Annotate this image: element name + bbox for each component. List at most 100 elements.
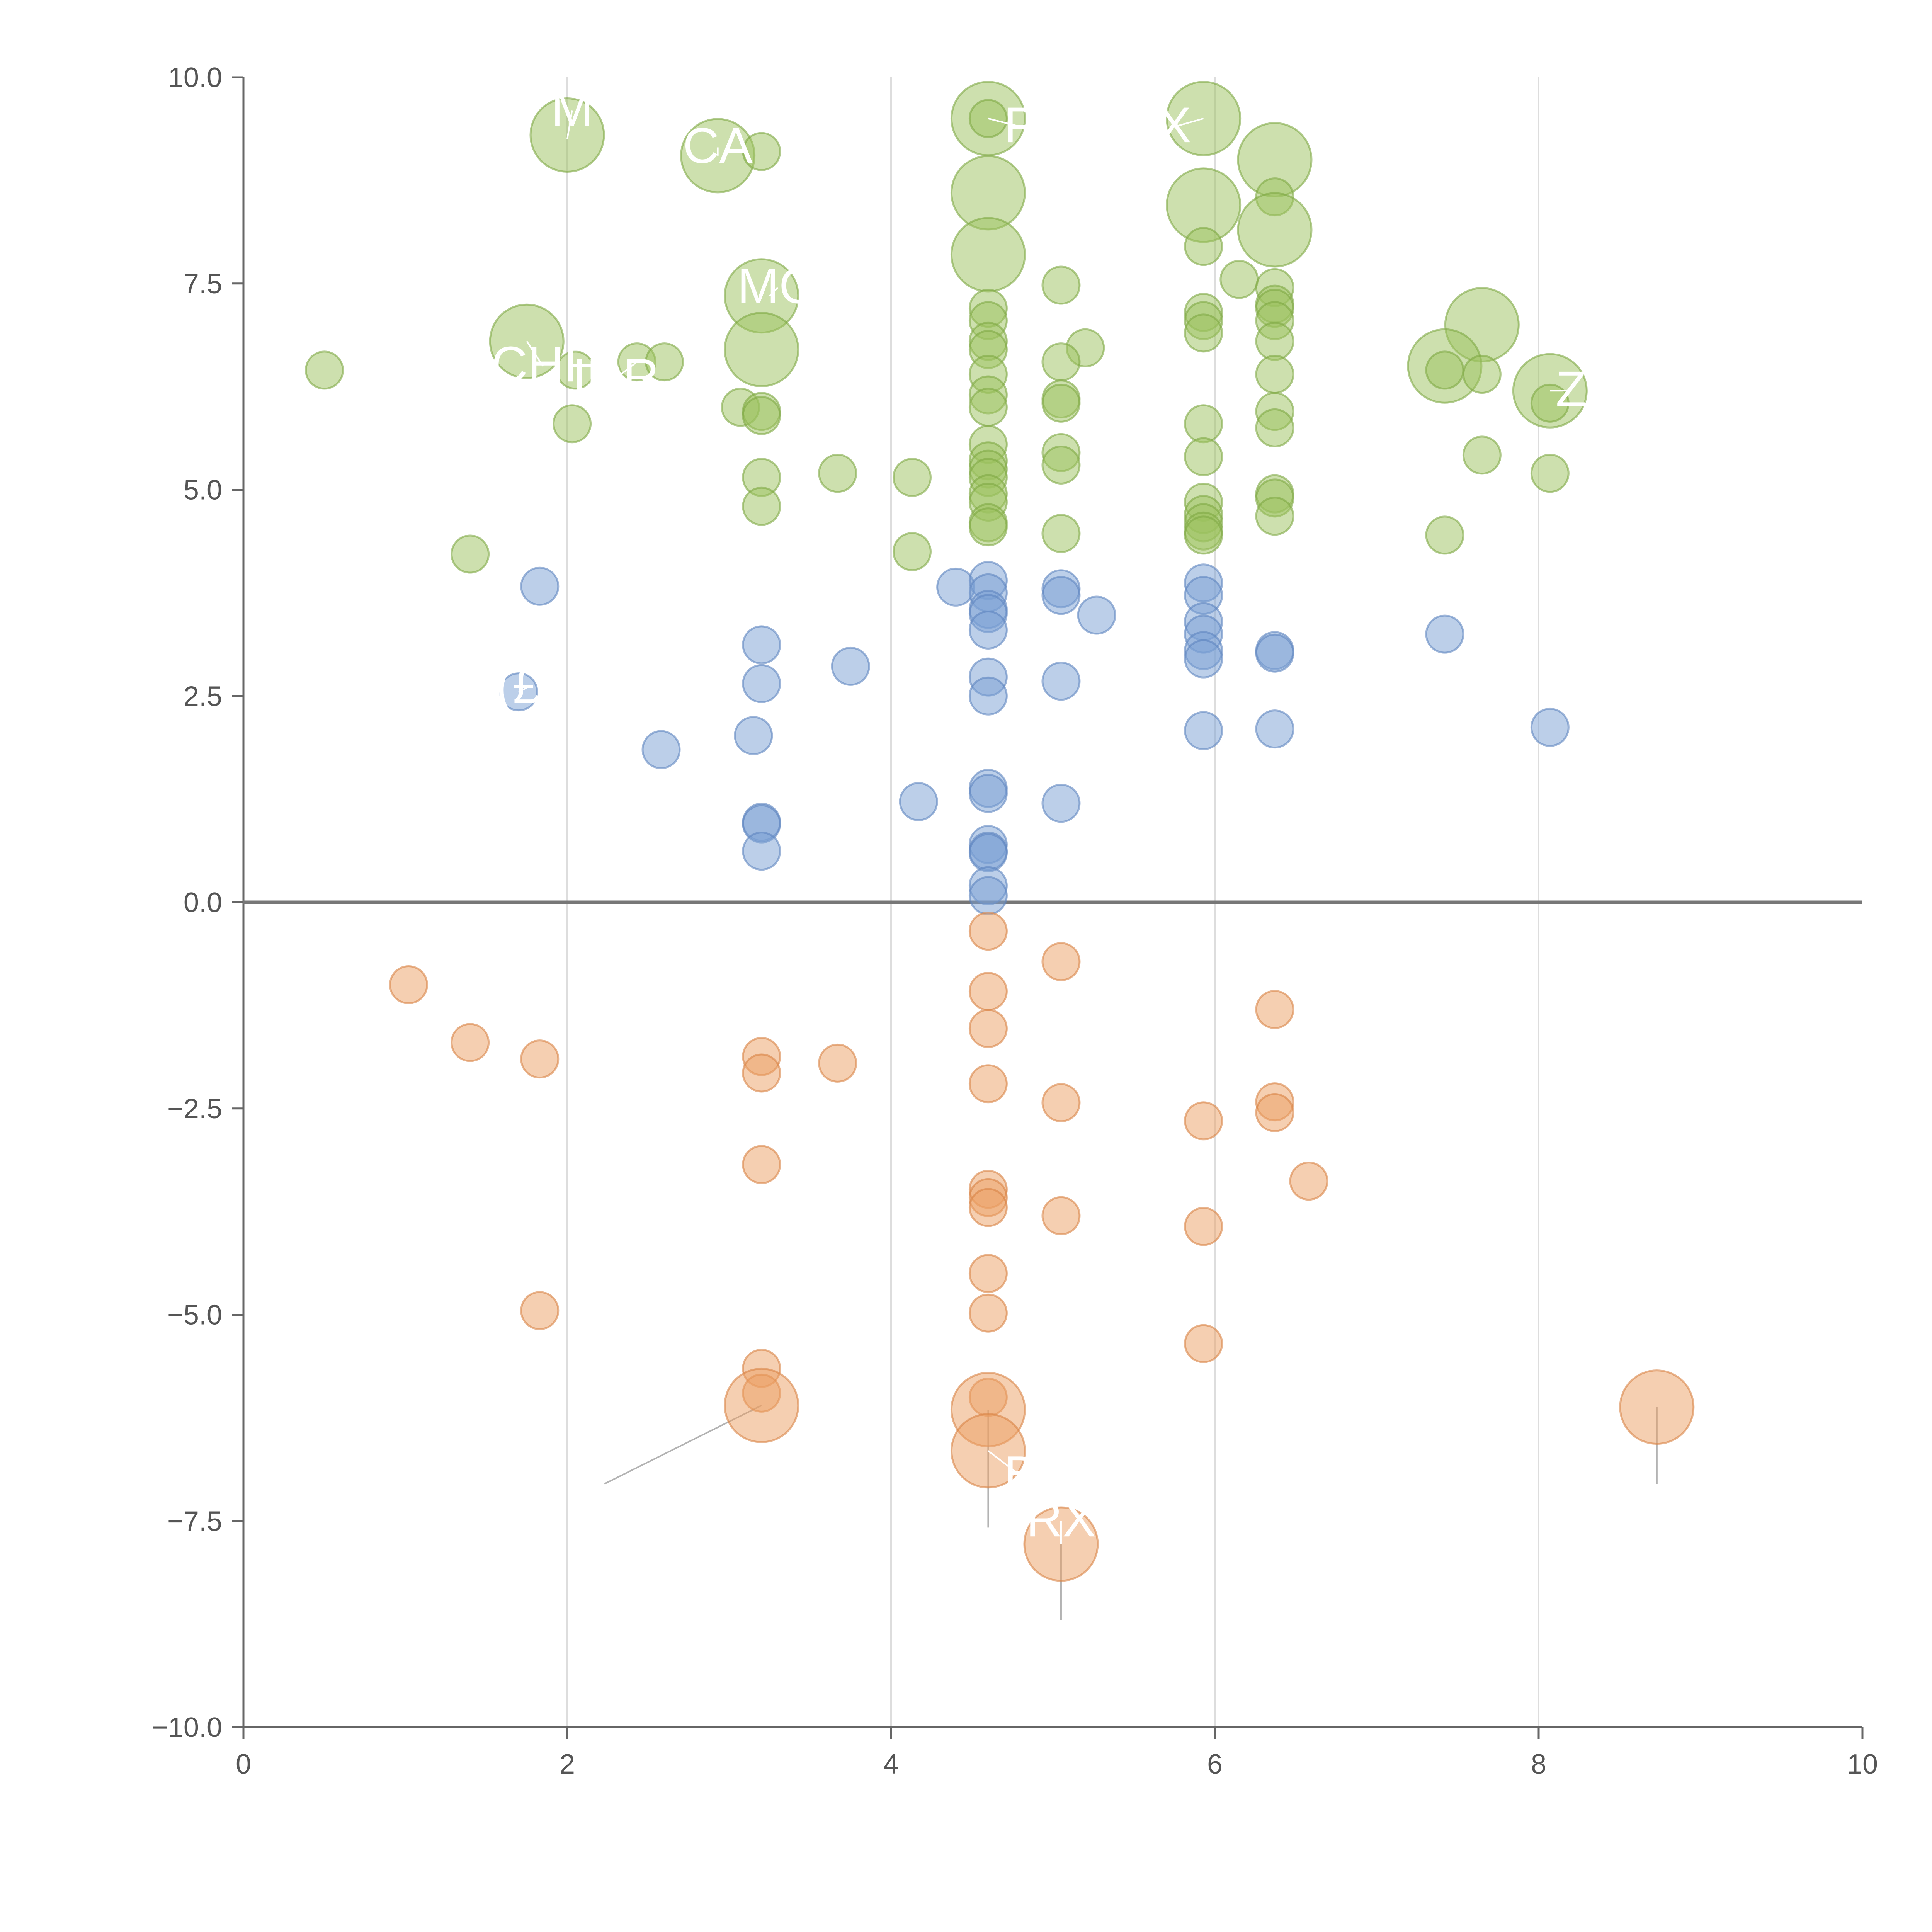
data-point-neutral — [1041, 576, 1081, 615]
data-point-negative — [451, 1023, 490, 1062]
data-point-neutral — [734, 716, 773, 755]
label-connector — [769, 287, 779, 297]
data-point-negative — [724, 1367, 799, 1443]
data-point-positive — [1219, 260, 1259, 299]
x-tick-label: 2 — [560, 1749, 575, 1780]
label-connector — [518, 687, 527, 693]
data-point-negative — [520, 1291, 560, 1330]
data-point-negative — [1041, 942, 1081, 981]
label-connector — [566, 110, 573, 139]
y-tick-label: 10.0 — [168, 62, 222, 93]
y-tick-label: 5.0 — [184, 475, 222, 506]
data-point-negative — [968, 912, 1008, 951]
data-point-positive — [892, 532, 932, 571]
data-point-positive — [1462, 355, 1502, 394]
point-label: CA — [683, 117, 753, 173]
x-tick-label: 4 — [883, 1749, 899, 1780]
data-point-negative — [968, 1293, 1008, 1333]
data-point-negative — [1255, 990, 1294, 1029]
data-point-negative — [968, 1254, 1008, 1293]
data-point-negative — [1041, 1196, 1081, 1235]
data-point-negative — [742, 1053, 781, 1093]
data-point-neutral — [968, 610, 1008, 650]
point-label: CHF — [492, 336, 595, 392]
data-point-positive — [1184, 515, 1223, 555]
data-point-positive — [1255, 497, 1294, 536]
data-point-negative — [742, 1145, 781, 1184]
x-tick-label: 10 — [1847, 1749, 1878, 1780]
data-point-positive — [1530, 454, 1570, 493]
y-tick-label: 0.0 — [184, 887, 222, 918]
data-point-positive — [451, 534, 490, 574]
data-point-positive — [1425, 350, 1464, 390]
point-label: Z — [1556, 361, 1586, 417]
data-point-positive — [892, 457, 932, 497]
data-point-negative — [1184, 1207, 1223, 1246]
data-point-positive — [1184, 313, 1223, 353]
y-tick-label: 7.5 — [184, 269, 222, 299]
point-label: X — [1158, 97, 1191, 153]
data-point-neutral — [899, 782, 938, 821]
label-connector — [988, 1450, 1021, 1476]
data-point-negative — [1184, 1101, 1223, 1141]
axes: 0 2 4 6 8 10 −10.0 −7.5 −5.0 −2.5 0.0 2.5 5.0 7.5 10.0 — [152, 62, 1878, 1780]
point-label: MO — [737, 257, 818, 314]
point-label: P — [1004, 97, 1037, 153]
data-point-positive — [1041, 383, 1081, 423]
y-tick-label: 2.5 — [184, 681, 222, 712]
data-point-positive — [1041, 445, 1081, 485]
data-points — [305, 81, 1695, 1582]
data-point-negative — [1289, 1162, 1328, 1201]
data-point-positive — [1041, 265, 1081, 305]
data-point-positive — [742, 396, 781, 435]
data-point-positive — [1041, 514, 1081, 553]
data-point-negative — [968, 1188, 1008, 1227]
label-connector — [988, 117, 1021, 128]
data-point-positive — [1184, 227, 1223, 266]
data-point-negative — [968, 1064, 1008, 1104]
data-point-neutral — [968, 833, 1008, 872]
data-point-negative — [389, 965, 428, 1004]
data-point-neutral — [641, 730, 681, 769]
data-point-positive — [968, 507, 1008, 547]
data-point-positive — [742, 486, 781, 526]
x-tick-label: 8 — [1531, 1749, 1546, 1780]
data-point-positive — [1255, 408, 1294, 447]
data-point-negative — [818, 1043, 857, 1083]
data-point-neutral — [1530, 707, 1570, 747]
y-tick-label: −7.5 — [167, 1506, 222, 1537]
data-point-neutral — [968, 774, 1008, 813]
point-label: (£) — [496, 658, 558, 714]
data-point-positive — [1425, 515, 1464, 555]
data-point-neutral — [742, 832, 781, 871]
data-point-negative — [1184, 1324, 1223, 1363]
data-point-positive — [1462, 435, 1502, 475]
data-point-neutral — [968, 876, 1008, 915]
data-point-neutral — [1041, 784, 1081, 823]
data-point-positive — [1184, 404, 1223, 444]
data-point-neutral — [742, 664, 781, 703]
x-tick-label: 0 — [236, 1749, 251, 1780]
label-connector — [526, 341, 544, 367]
data-point-positive — [1255, 355, 1294, 394]
y-tick-label: −5.0 — [167, 1300, 222, 1331]
data-point-neutral — [1255, 709, 1294, 749]
data-point-positive — [968, 388, 1008, 427]
y-tick-label: −2.5 — [167, 1094, 222, 1124]
data-point-negative — [968, 1009, 1008, 1048]
data-point-positive — [1237, 192, 1313, 268]
data-point-neutral — [1184, 639, 1223, 679]
data-point-positive — [1041, 342, 1081, 382]
point-label: M — [551, 80, 593, 136]
data-point-positive — [1530, 383, 1570, 423]
data-point-positive — [1255, 321, 1294, 361]
data-point-neutral — [1425, 614, 1464, 654]
data-point-neutral — [1077, 595, 1116, 635]
data-point-positive — [553, 404, 592, 444]
data-point-neutral — [831, 646, 870, 686]
data-point-positive — [950, 217, 1026, 293]
label-connector — [1174, 117, 1204, 128]
data-point-negative — [968, 972, 1008, 1011]
